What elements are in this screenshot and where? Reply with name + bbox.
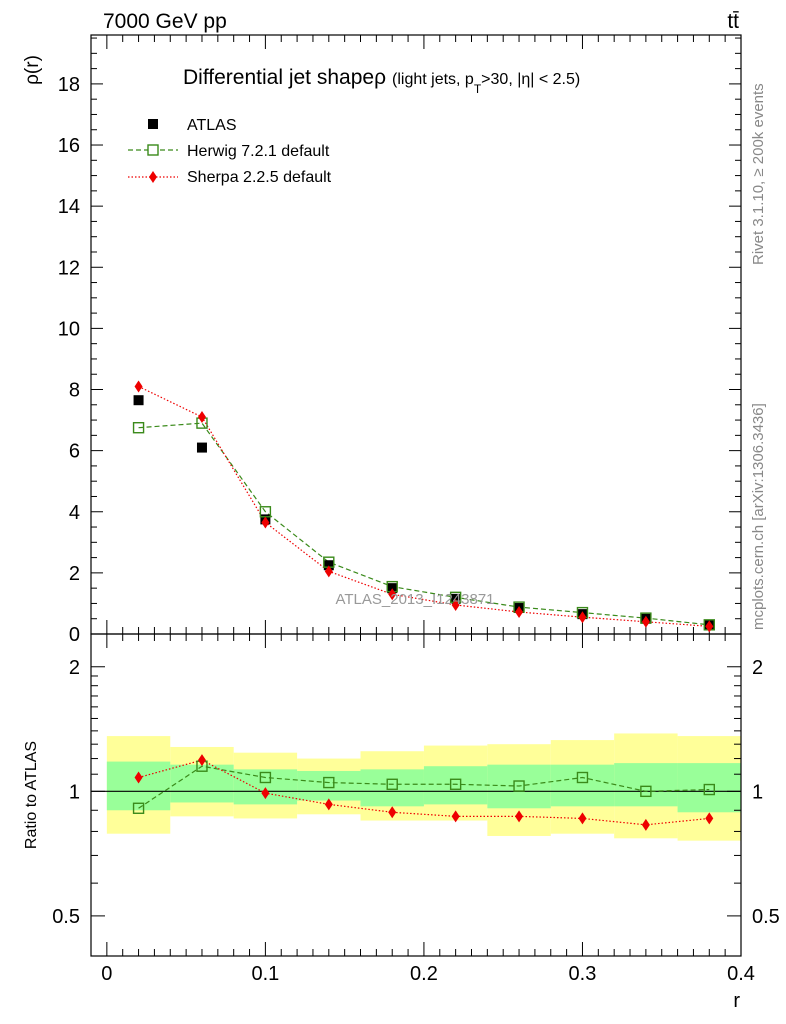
watermark: ATLAS_2013_I1243871 [335, 591, 494, 608]
atlas-point [450, 593, 461, 604]
herwig-point [132, 422, 145, 434]
ratio-herwig-point [640, 785, 652, 798]
main-y-tick-label: 4 [69, 502, 80, 524]
ratio-sherpa-point [515, 810, 524, 823]
ratio-y-tick-label-right: 1 [752, 781, 763, 803]
ratio-sherpa-point [641, 818, 650, 831]
main-plot-ticks: 0 2 4 6 8 10 12 14 16 18 [58, 35, 742, 646]
ratio-band-inner [106, 761, 171, 811]
sherpa-point [388, 588, 397, 601]
ratio-band-inner [360, 769, 424, 807]
main-y-tick-label: 14 [58, 196, 80, 218]
main-plot-series [132, 380, 715, 633]
ratio-herwig-point [386, 778, 398, 790]
ratio-sherpa-point [388, 806, 397, 819]
sherpa-line [138, 385, 710, 627]
atlas-point [133, 395, 144, 406]
ratio-herwig-point [323, 776, 335, 789]
legend-herwig-label: Herwig 7.2.1 default [187, 143, 330, 160]
plot-title-cut-sub: T [474, 82, 482, 96]
sherpa-point [134, 380, 143, 393]
ratio-sherpa-point [261, 787, 270, 800]
plot-title-cut-rest: >30, |η| < 2.5) [481, 71, 580, 88]
ratio-plot-panel: 0 0.1 0.2 0.3 0.4 0.5 0.5 1 1 2 2 Ratio to ATLAS r [23, 633, 780, 1012]
legend-entry-sherpa: Sherpa 2.2.5 default [128, 169, 332, 186]
ratio-sherpa-point [324, 798, 333, 811]
x-tick-label: 0 [101, 963, 112, 985]
ratio-plot-ticks: 0 0.1 0.2 0.3 0.4 0.5 0.5 1 1 2 2 [52, 634, 780, 985]
ratio-herwig-point [576, 771, 589, 784]
ratio-sherpa-line [138, 759, 710, 826]
legend: ATLAS Herwig 7.2.1 default Sherpa 2.2.5 … [128, 117, 332, 186]
legend-atlas-label: ATLAS [187, 117, 237, 134]
ratio-band-inner [297, 770, 361, 801]
ratio-plot-series [132, 754, 715, 831]
x-tick-label: 0.4 [727, 963, 755, 985]
legend-entry-atlas: ATLAS [148, 117, 237, 134]
ratio-sherpa-point [578, 812, 587, 825]
sherpa-point [578, 611, 587, 624]
sherpa-point [515, 605, 524, 618]
ratio-herwig-point [132, 802, 145, 814]
ratio-band-inner [614, 763, 678, 807]
ratio-y-tick-label-right: 0.5 [752, 906, 780, 928]
main-y-tick-label: 16 [58, 135, 80, 157]
ratio-band-inner [550, 764, 615, 807]
main-y-tick-label: 8 [69, 380, 80, 402]
atlas-point [323, 560, 334, 571]
x-tick-label: 0.2 [410, 963, 438, 985]
ratio-y-tick-label-right: 2 [752, 657, 763, 679]
sherpa-point [261, 516, 270, 529]
ratio-herwig-point [259, 771, 272, 784]
mcplots-label: mcplots.cern.ch [arXiv:1306.3436] [750, 403, 767, 630]
sherpa-point [197, 411, 206, 424]
ratio-band-inner [677, 763, 741, 813]
x-tick-label: 0.1 [251, 963, 279, 985]
plot-title-rho: ρ [374, 66, 386, 89]
ratio-y-tick-label: 0.5 [52, 906, 80, 928]
main-y-tick-label: 2 [69, 563, 80, 585]
ratio-y-tick-label: 2 [69, 657, 80, 679]
x-axis-label: r [733, 990, 740, 1012]
plot-title-cut-open: (light jets, p [392, 71, 474, 88]
ratio-sherpa-point [705, 812, 714, 825]
atlas-point [196, 442, 207, 453]
rivet-version-label: Rivet 3.1.10, ≥ 200k events [750, 83, 767, 265]
main-y-axis-label: ρ(r) [22, 55, 43, 85]
plot-title-main: Differential jet shape [183, 66, 374, 89]
main-y-tick-label: 6 [69, 441, 80, 463]
ratio-sherpa-point [197, 754, 206, 767]
herwig-line [138, 422, 710, 626]
sherpa-point [451, 598, 460, 611]
ratio-sherpa-point [134, 771, 143, 784]
main-plot-panel: 0 2 4 6 8 10 12 14 16 18 ρ(r) ATLAS_2013_I1243871… [22, 34, 742, 646]
legend-sherpa-label: Sherpa 2.2.5 default [187, 169, 332, 186]
plot-title: Differential jet shapeρ (light jets, pT>3… [183, 66, 580, 96]
ratio-herwig-line [138, 765, 710, 809]
legend-entry-herwig: Herwig 7.2.1 default [128, 143, 330, 160]
main-y-tick-label: 12 [58, 257, 80, 279]
header-energy-label: 7000 GeV pp [103, 10, 227, 33]
main-y-tick-label: 10 [58, 318, 80, 340]
ratio-herwig-point [703, 783, 715, 796]
ratio-sherpa-point [451, 810, 460, 823]
ratio-y-tick-label: 1 [69, 781, 80, 803]
ratio-herwig-point [513, 780, 525, 792]
sherpa-point [705, 620, 714, 633]
ratio-plot-frame [90, 633, 742, 957]
main-y-tick-label: 18 [58, 74, 80, 96]
legend-herwig-marker [147, 144, 159, 156]
sherpa-point [324, 565, 333, 578]
ratio-y-axis-label: Ratio to ATLAS [23, 741, 40, 849]
sherpa-point [641, 615, 650, 628]
main-y-tick-label: 0 [69, 624, 80, 646]
x-tick-label: 0.3 [569, 963, 597, 985]
legend-atlas-marker [148, 119, 158, 129]
ratio-herwig-point [449, 778, 462, 790]
legend-sherpa-marker [149, 171, 157, 183]
atlas-point [387, 583, 398, 594]
header-process-label: tt̄ [727, 10, 739, 33]
